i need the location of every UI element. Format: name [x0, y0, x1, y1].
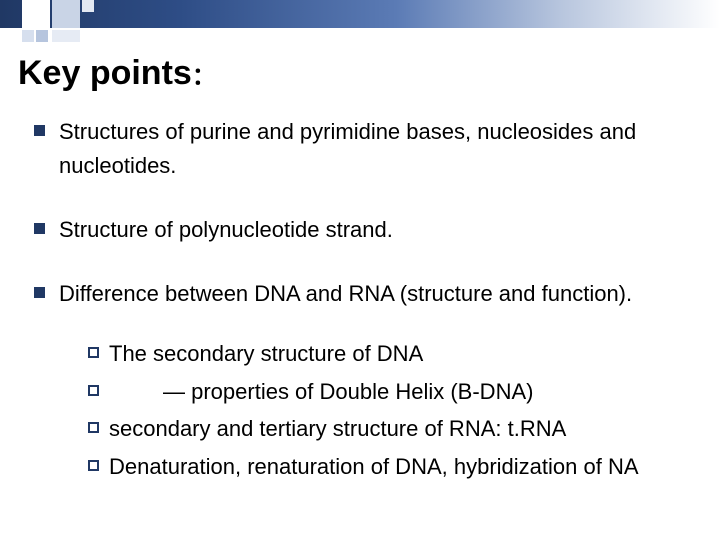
page-title: Key points： [18, 54, 692, 93]
sub-list-item: secondary and tertiary structure of RNA:… [88, 410, 692, 447]
open-square-bullet-icon [88, 347, 99, 358]
sub-list-item-text: — properties of Double Helix (B-DNA) [109, 373, 692, 410]
sub-list-item-text: secondary and tertiary structure of RNA:… [109, 410, 692, 447]
square-bullet-icon [34, 287, 45, 298]
title-colon: ： [192, 63, 216, 90]
sub-list-item-inner-text: — properties of Double Helix (B-DNA) [163, 379, 533, 404]
sub-list-item: Denaturation, renaturation of DNA, hybri… [88, 448, 692, 485]
list-item: Structure of polynucleotide strand. [34, 213, 692, 247]
sub-list-item: — properties of Double Helix (B-DNA) [88, 373, 692, 410]
slide-body: Key points： Structures of purine and pyr… [0, 50, 720, 540]
title-main: Key points [18, 54, 192, 92]
list-item: Structures of purine and pyrimidine base… [34, 115, 692, 183]
open-square-bullet-icon [88, 460, 99, 471]
sub-list-item-text: The secondary structure of DNA [109, 335, 692, 372]
list-item: Difference between DNA and RNA (structur… [34, 277, 692, 311]
sub-list-item-text: Denaturation, renaturation of DNA, hybri… [109, 448, 692, 485]
list-item-text: Difference between DNA and RNA (structur… [59, 277, 692, 311]
open-square-bullet-icon [88, 422, 99, 433]
open-square-bullet-icon [88, 385, 99, 396]
sub-list-item: The secondary structure of DNA [88, 335, 692, 372]
list-item-text: Structure of polynucleotide strand. [59, 213, 692, 247]
sub-list: The secondary structure of DNA — propert… [88, 335, 692, 485]
square-bullet-icon [34, 223, 45, 234]
list-item-text: Structures of purine and pyrimidine base… [59, 115, 692, 183]
square-bullet-icon [34, 125, 45, 136]
corner-decoration [22, 0, 116, 50]
